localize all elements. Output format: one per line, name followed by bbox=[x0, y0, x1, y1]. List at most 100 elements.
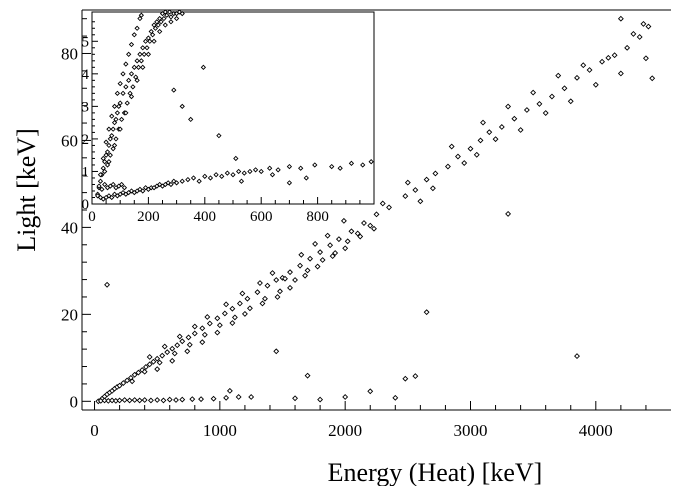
inset-data-point bbox=[161, 15, 167, 22]
main-data-point bbox=[161, 343, 168, 350]
inset-data-point bbox=[114, 90, 121, 96]
main-data-point bbox=[235, 394, 242, 400]
main-data-point bbox=[160, 397, 167, 404]
main-data-point bbox=[480, 119, 486, 126]
main-y-tick-label: 80 bbox=[61, 44, 78, 63]
inset-data-point bbox=[117, 80, 123, 87]
main-data-point bbox=[423, 176, 430, 183]
inset-data-point bbox=[348, 160, 355, 166]
inset-data-point bbox=[107, 136, 113, 142]
inset-data-point bbox=[109, 133, 115, 139]
inset-data-point bbox=[329, 163, 335, 170]
main-data-point bbox=[379, 200, 386, 207]
main-data-point bbox=[174, 342, 181, 349]
inset-data-point bbox=[116, 103, 122, 110]
inset-data-point bbox=[275, 167, 281, 173]
inset-data-point bbox=[171, 87, 177, 93]
main-data-point bbox=[223, 301, 230, 308]
inset-data-point bbox=[202, 173, 208, 179]
inset-data-point bbox=[127, 90, 133, 96]
inset-data-point bbox=[179, 178, 185, 184]
main-data-point bbox=[373, 211, 380, 218]
main-data-point bbox=[555, 72, 562, 79]
main-data-point bbox=[154, 397, 161, 403]
inset-data-point bbox=[207, 175, 214, 181]
inset-data-point bbox=[110, 146, 116, 152]
main-data-point bbox=[214, 329, 221, 336]
inset-data-point bbox=[134, 25, 140, 31]
inset-data-point bbox=[148, 28, 154, 35]
main-data-point bbox=[417, 198, 424, 205]
inset-data-point bbox=[134, 77, 140, 83]
main-data-point bbox=[432, 170, 439, 177]
inset-data-point bbox=[155, 22, 161, 28]
main-data-point bbox=[185, 334, 192, 341]
inset-data-point bbox=[144, 45, 150, 51]
main-data-point bbox=[332, 250, 339, 256]
main-data-point bbox=[304, 267, 311, 274]
inset-data-point bbox=[145, 35, 152, 41]
main-x-tick-label: 4000 bbox=[579, 421, 613, 440]
inset-data-point bbox=[138, 58, 144, 64]
inset-data-point bbox=[120, 90, 126, 96]
inset-data-point bbox=[149, 32, 156, 38]
main-data-point bbox=[536, 100, 543, 107]
main-data-point bbox=[498, 124, 505, 130]
inset-data-point bbox=[106, 159, 112, 165]
main-data-point bbox=[147, 397, 154, 404]
inset-data-point bbox=[118, 181, 125, 188]
main-data-point bbox=[429, 185, 436, 192]
inset-frame bbox=[91, 11, 375, 205]
main-data-point bbox=[477, 137, 484, 144]
main-data-point bbox=[273, 348, 280, 355]
inset-data-point bbox=[241, 170, 247, 176]
inset-data-point bbox=[120, 71, 126, 77]
main-data-point bbox=[649, 75, 656, 82]
main-data-point bbox=[131, 371, 138, 378]
inset-data-point bbox=[111, 103, 118, 110]
main-data-point bbox=[199, 339, 206, 346]
inset-data-point bbox=[97, 172, 104, 178]
inset-data-point bbox=[111, 120, 118, 126]
main-data-point bbox=[386, 204, 392, 211]
main-data-point bbox=[486, 129, 493, 136]
inset-data-point bbox=[154, 19, 160, 25]
main-data-point bbox=[131, 397, 138, 403]
main-data-point bbox=[542, 110, 549, 116]
inset-data-point bbox=[117, 100, 123, 106]
inset-data-point bbox=[179, 10, 185, 17]
inset-data-point bbox=[368, 159, 374, 165]
inset-data-point bbox=[103, 152, 109, 158]
main-data-point bbox=[166, 396, 173, 403]
main-data-point bbox=[191, 323, 198, 330]
main-data-point bbox=[342, 245, 349, 252]
main-data-point bbox=[505, 210, 512, 217]
main-data-point bbox=[461, 160, 468, 166]
inset-data-point bbox=[102, 168, 108, 175]
inset-data-point bbox=[131, 64, 137, 70]
inset-data-point bbox=[106, 142, 112, 149]
inset-data-point bbox=[102, 181, 108, 188]
main-data-point bbox=[335, 236, 342, 243]
inset-data-point bbox=[188, 116, 194, 123]
main-data-point bbox=[109, 397, 116, 404]
inset-data-point bbox=[133, 74, 139, 80]
main-data-point bbox=[517, 127, 524, 133]
main-data-point bbox=[492, 136, 499, 143]
inset-data-point bbox=[166, 9, 173, 15]
main-data-point bbox=[448, 143, 455, 150]
inset-data-point bbox=[173, 15, 180, 22]
main-data-point bbox=[423, 309, 430, 316]
inset-data-point bbox=[121, 185, 128, 191]
inset-x-tick-label: 400 bbox=[194, 209, 217, 225]
inset-data-point bbox=[106, 126, 112, 132]
inset-data-point bbox=[151, 38, 157, 44]
inset-data-point bbox=[100, 165, 106, 171]
main-data-point bbox=[312, 240, 319, 247]
main-data-point bbox=[367, 388, 374, 395]
main-data-point bbox=[229, 305, 236, 312]
main-data-point bbox=[277, 288, 283, 295]
inset-data-point bbox=[128, 71, 135, 77]
inset-data-point bbox=[196, 178, 202, 184]
